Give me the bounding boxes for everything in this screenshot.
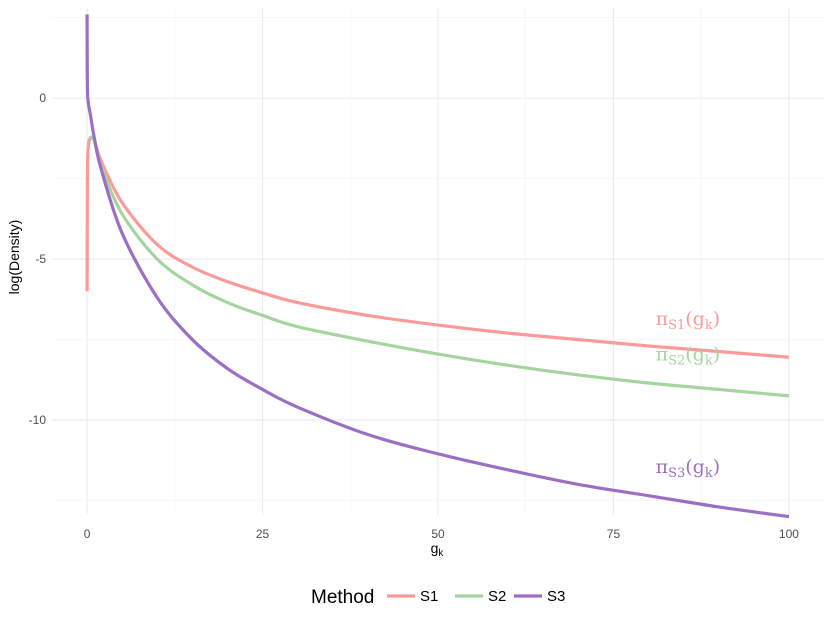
grid [52, 8, 824, 515]
curve-label-s3: πS3(gk) [656, 456, 721, 481]
curve-label-s1: πS1(gk) [656, 308, 721, 333]
x-tick-label: 25 [256, 527, 270, 541]
legend-label-s1: S1 [420, 588, 438, 605]
x-axis-title: gk [431, 540, 445, 559]
x-tick-label: 75 [607, 527, 621, 541]
y-tick-label: -5 [35, 252, 46, 266]
y-tick-label: 0 [39, 91, 46, 105]
x-tick-label: 0 [84, 527, 91, 541]
y-tick-label: -10 [29, 413, 47, 427]
y-axis-title: log(Density) [6, 220, 22, 295]
x-tick-label: 100 [779, 527, 799, 541]
legend-label-s3: S3 [547, 588, 565, 605]
curve-label-s2: πS2(gk) [656, 343, 721, 368]
legend-label-s2: S2 [488, 588, 506, 605]
legend: Method S1 S2 S3 [311, 587, 565, 608]
x-tick-label: 50 [431, 527, 445, 541]
axis-ticks: 0 25 50 75 100 0 -5 -10 [29, 91, 800, 541]
series-lines [85, 14, 790, 519]
legend-title: Method [311, 587, 374, 608]
series-line-s3 [85, 14, 790, 519]
curve-labels: πS1(gk) πS2(gk) πS3(gk) [656, 308, 721, 481]
